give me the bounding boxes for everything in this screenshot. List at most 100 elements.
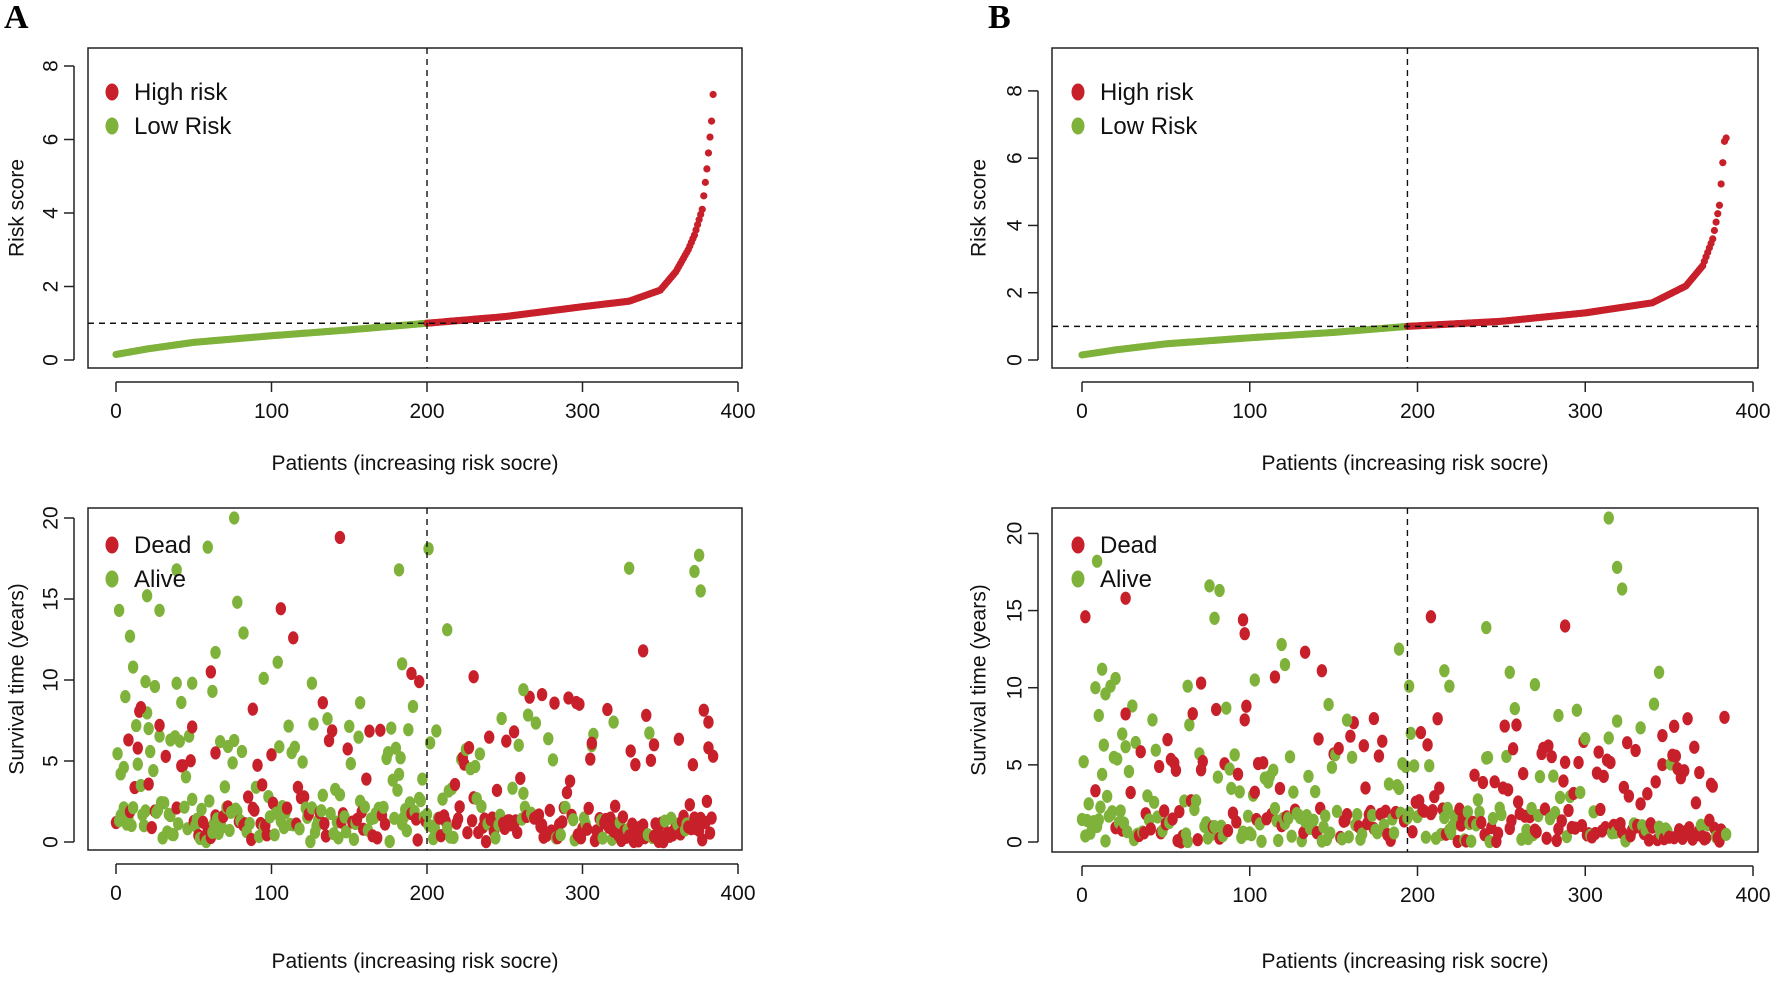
- B-risk-x-tick-label: 100: [1232, 400, 1267, 423]
- B-survival-point-alive: [1279, 657, 1291, 672]
- B-survival-point-alive: [1400, 759, 1411, 774]
- B-survival-point-dead: [1299, 645, 1311, 659]
- B-survival-point-dead: [1368, 711, 1380, 726]
- B-survival-point-dead: [1153, 759, 1165, 774]
- B-survival-point-alive: [1308, 813, 1319, 827]
- A-survival-point-alive: [386, 721, 397, 735]
- A-survival-point-alive: [159, 796, 170, 810]
- B-risk-y-tick-label: 6: [1004, 152, 1027, 164]
- A-survival-point-alive: [382, 745, 394, 760]
- B-survival-point-alive: [1442, 801, 1453, 815]
- B-survival-point-alive: [1096, 767, 1108, 781]
- A-survival-point-alive: [608, 715, 619, 729]
- B-risk-legend-label-1: Low Risk: [1100, 113, 1198, 140]
- B-survival-point-alive: [1098, 738, 1110, 752]
- B-risk-legend-marker-red: [1071, 83, 1085, 101]
- A-risk-legend: High risk Low Risk: [105, 79, 232, 140]
- A-survival-y-tick-label: 15: [40, 587, 63, 610]
- B-survival-point-alive: [1148, 795, 1160, 809]
- A-survival-point-alive: [560, 800, 571, 814]
- A-survival-point-dead: [544, 803, 556, 817]
- A-survival-point-dead: [637, 818, 649, 832]
- B-survival-point-alive: [1405, 726, 1416, 740]
- B-survival-point-alive: [1320, 809, 1331, 823]
- B-risk-point: [1715, 201, 1724, 209]
- B-survival-point-dead: [1573, 755, 1584, 770]
- A-survival-point-dead: [449, 777, 461, 792]
- A-risk-point: [704, 149, 713, 157]
- B-survival-point-dead: [1469, 768, 1480, 782]
- B-survival-points: [1076, 511, 1732, 849]
- B-survival-point-dead: [1170, 763, 1182, 777]
- B-survival-point-dead: [1650, 775, 1661, 789]
- A-survival-legend: Dead Alive: [105, 532, 191, 593]
- B-survival-point-dead: [1623, 789, 1635, 803]
- A-survival-point-alive: [407, 699, 419, 714]
- A-survival-point-alive: [437, 792, 448, 806]
- A-risk-point: [703, 165, 711, 173]
- B-risk-legend-marker-green: [1071, 117, 1085, 135]
- B-survival-point-alive: [1209, 611, 1220, 625]
- A-survival-point-dead: [697, 833, 708, 847]
- A-survival-point-alive: [513, 738, 524, 752]
- B-survival-point-alive: [1616, 582, 1628, 596]
- A-survival-point-alive: [392, 783, 403, 797]
- A-survival-point-alive: [127, 660, 139, 674]
- B-survival-point-dead: [1162, 733, 1173, 747]
- A-survival-point-alive: [244, 816, 255, 831]
- A-survival-point-dead: [154, 718, 165, 732]
- B-survival-point-alive: [1326, 760, 1338, 774]
- B-survival-point-alive: [1408, 759, 1420, 773]
- A-survival-point-dead: [298, 790, 310, 804]
- A-survival-point-alive: [308, 717, 319, 731]
- A-risk-legend-marker-green: [105, 117, 119, 135]
- A-survival-point-dead: [135, 700, 147, 715]
- A-survival-axes: 0 100 200 300 400 0 5 10 15 20 Patients (increasin…: [6, 506, 756, 973]
- B-risk-point: [1722, 134, 1730, 142]
- B-survival-point-alive: [1078, 755, 1089, 769]
- A-survival-point-alive: [518, 786, 529, 800]
- A-survival-point-alive: [171, 676, 182, 690]
- A-survival-point-dead: [176, 759, 187, 773]
- B-survival-point-alive: [1256, 834, 1267, 848]
- B-survival-point-dead: [1558, 774, 1569, 788]
- A-survival-point-dead: [701, 794, 713, 808]
- A-survival-point-alive: [224, 823, 235, 838]
- B-survival-point-alive: [1465, 834, 1477, 848]
- A-survival-point-alive: [140, 804, 151, 818]
- A-survival-point-alive: [174, 734, 185, 748]
- A-survival-point-dead: [515, 771, 526, 785]
- A-survival-point-dead: [361, 772, 372, 786]
- B-survival-point-dead: [1249, 785, 1260, 799]
- A-risk-points: [112, 90, 717, 359]
- B-survival-x-tick-label: 100: [1232, 884, 1267, 907]
- A-survival-point-dead: [617, 810, 629, 824]
- A-survival-point-dead: [508, 725, 520, 739]
- B-survival-point-alive: [1147, 713, 1158, 727]
- A-survival-point-alive: [423, 542, 434, 556]
- A-survival-point-alive: [496, 711, 507, 726]
- B-survival-point-dead: [1380, 804, 1391, 818]
- A-survival-point-dead: [375, 723, 386, 737]
- B-survival-point-alive: [1549, 806, 1561, 820]
- B-survival-point-alive: [1553, 708, 1564, 723]
- B-survival-point-dead: [1517, 767, 1529, 781]
- A-survival-point-alive: [507, 781, 518, 795]
- B-survival-point-alive: [1653, 665, 1665, 679]
- B-risk-y-tick-label: 8: [1004, 85, 1027, 97]
- A-survival-y-tick-label: 5: [40, 755, 63, 767]
- B-survival-y-tick-label: 0: [1004, 836, 1027, 848]
- A-survival-point-dead: [462, 826, 473, 840]
- A-survival-point-alive: [269, 828, 280, 842]
- B-survival-point-alive: [1603, 731, 1614, 745]
- A-survival-point-alive: [258, 671, 269, 685]
- B-survival-point-dead: [1642, 787, 1653, 801]
- B-survival-point-alive: [1190, 794, 1202, 808]
- A-survival-point-alive: [340, 825, 352, 839]
- B-survival-point-dead: [1476, 815, 1487, 830]
- B-survival-point-alive: [1372, 826, 1383, 840]
- B-survival-point-alive: [1529, 678, 1541, 692]
- A-survival-point-alive: [693, 548, 705, 562]
- A-risk-point: [701, 178, 709, 186]
